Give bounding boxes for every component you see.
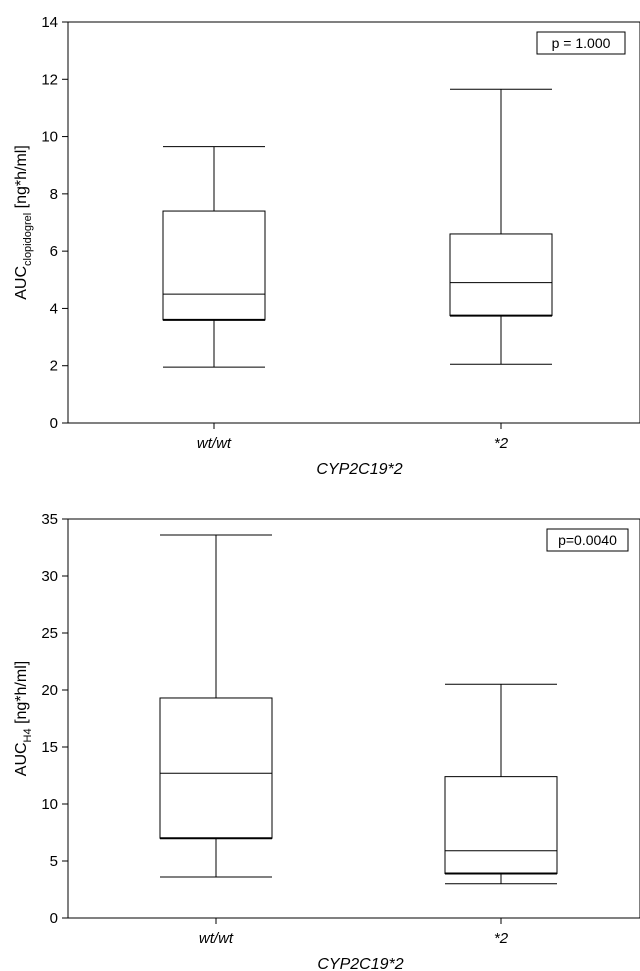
y-axis-title-unit: [ng*h/ml] <box>13 661 30 729</box>
y-tick-label: 35 <box>41 511 58 528</box>
p-value-label: p=0.0040 <box>558 532 617 548</box>
box-iqr <box>160 698 272 838</box>
y-tick-label: 10 <box>41 129 58 146</box>
y-tick-label: 5 <box>50 853 58 870</box>
box-plot-clopidogrel: 0 2 4 6 8 10 12 14 wt/wt *2 CYP2C19*2 AUCclopidogre… <box>0 0 640 485</box>
category-label: wt/wt <box>199 930 234 947</box>
y-tick-label: 14 <box>41 14 58 31</box>
box-iqr <box>163 211 265 320</box>
y-axis-title: AUCclopidogrel [ng*h/ml] <box>13 145 34 300</box>
y-axis-title-unit: [ng*h/ml] <box>13 145 30 213</box>
x-axis-title: CYP2C19*2 <box>317 956 403 971</box>
box-iqr <box>450 234 552 316</box>
y-tick-label: 4 <box>50 300 58 317</box>
category-label: *2 <box>494 435 509 452</box>
y-axis-title-sub: clopidogrel <box>22 213 34 266</box>
category-label: wt/wt <box>197 435 232 452</box>
y-axis-title-sub: H4 <box>22 728 34 742</box>
y-tick-label: 20 <box>41 682 58 699</box>
y-tick-label: 10 <box>41 796 58 813</box>
y-tick-label: 30 <box>41 568 58 585</box>
y-tick-label: 6 <box>50 243 58 260</box>
y-tick-label: 0 <box>50 415 58 432</box>
box-iqr <box>445 777 557 874</box>
box-plot-h4: 0 5 10 15 20 25 30 35 wt/wt *2 CYP2C19*2 AUCH4 [ng*… <box>0 495 640 971</box>
category-label: *2 <box>494 930 509 947</box>
y-axis-title-main: AUC <box>13 742 30 776</box>
y-tick-label: 8 <box>50 186 58 203</box>
y-tick-label: 25 <box>41 625 58 642</box>
plot-frame <box>68 22 640 423</box>
y-tick-label: 2 <box>50 358 58 375</box>
y-tick-label: 15 <box>41 739 58 756</box>
y-tick-label: 12 <box>41 71 58 88</box>
y-axis-title: AUCH4 [ng*h/ml] <box>13 661 34 776</box>
y-axis-title-main: AUC <box>13 266 30 300</box>
x-axis-title: CYP2C19*2 <box>316 461 402 478</box>
p-value-label: p = 1.000 <box>552 35 611 51</box>
y-tick-label: 0 <box>50 910 58 927</box>
